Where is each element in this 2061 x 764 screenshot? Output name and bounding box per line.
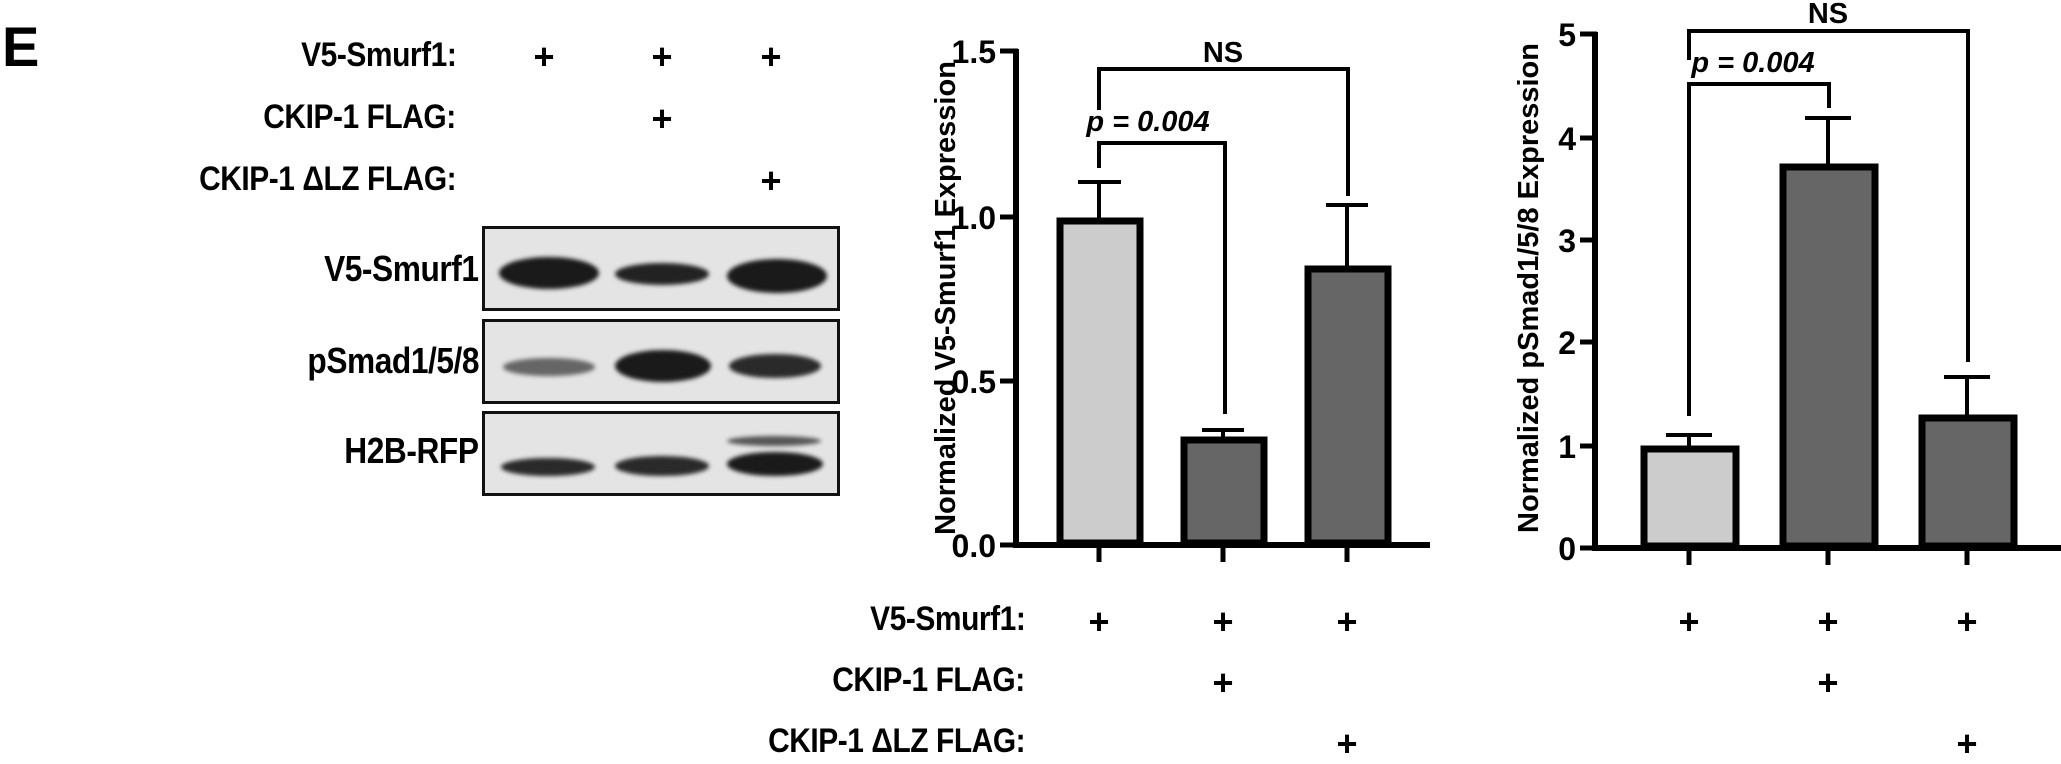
blot-plus-r0-l0: + [533, 36, 555, 77]
ytick-3: 3 [1558, 223, 1576, 259]
blot-plus-r0-l1: + [651, 36, 673, 77]
y-axis-label: Normalized V5-Smurf1 Expression [930, 61, 962, 535]
bar-ckip1 [1779, 116, 1879, 550]
ns-annotation: NS [1808, 0, 1848, 30]
c1-plus-r2-l2: + [1336, 723, 1358, 764]
significance-bracket-p [1687, 82, 1831, 416]
bottom-condition-label-v5smurf1: V5-Smurf1: [869, 600, 1026, 638]
ytick-1-5: 1.5 [952, 34, 996, 70]
c1-plus-r0-l2: + [1336, 601, 1358, 642]
c1-plus-r1-l1: + [1212, 662, 1234, 703]
bar-control [1640, 433, 1740, 550]
c2-plus-r0-l1: + [1817, 601, 1839, 642]
bar-ckip1-dlz [1918, 375, 2018, 550]
ytick-1: 1 [1558, 429, 1576, 465]
ytick-0-5: 0.5 [952, 364, 996, 400]
panel-label: E [2, 15, 40, 78]
blot-plus-r2-l2: + [760, 160, 782, 201]
y-axis [1000, 48, 1019, 548]
ytick-1-0: 1.0 [952, 200, 996, 236]
ytick-5: 5 [1558, 17, 1576, 53]
blot-row-label-h2b-rfp: H2B-RFP [344, 430, 480, 471]
blot-condition-label-v5smurf1: V5-Smurf1: [300, 36, 457, 74]
blot-strip-psmad [482, 319, 840, 404]
y-axis [1580, 31, 1598, 551]
ytick-0-0: 0.0 [952, 528, 996, 564]
blot-condition-label-ckip1: CKIP-1 FLAG: [263, 98, 456, 136]
ytick-0: 0 [1558, 531, 1576, 567]
blot-strip-v5smurf1 [482, 226, 840, 311]
c1-plus-r0-l1: + [1212, 601, 1234, 642]
c2-plus-r2-l2: + [1956, 723, 1978, 764]
c2-plus-r0-l0: + [1678, 601, 1700, 642]
significance-bracket-ns [1097, 67, 1350, 196]
significance-bracket-p [1097, 141, 1227, 414]
ytick-4: 4 [1558, 121, 1576, 157]
significance-bracket-ns [1687, 29, 1970, 362]
blot-plus-r0-l2: + [760, 36, 782, 77]
bar-control [1056, 180, 1144, 547]
p-value-annotation: p = 0.004 [1690, 47, 1814, 79]
ns-annotation: NS [1203, 37, 1243, 69]
bottom-condition-label-ckip1: CKIP-1 FLAG: [832, 661, 1025, 699]
blot-row-label-psmad: pSmad1/5/8 [307, 340, 479, 381]
blot-row-label-v5smurf1: V5-Smurf1 [324, 248, 480, 289]
blot-condition-label-ckip1-dlz: CKIP-1 ΔLZ FLAG: [198, 160, 457, 198]
chart-psmad-expression: 5 4 3 2 1 0 Normalized pSmad1/5/8 Expres… [1513, 0, 2061, 567]
y-axis-label: Normalized pSmad1/5/8 Expression [1513, 43, 1545, 533]
chart-v5smurf1-expression: 1.5 1.0 0.5 0.0 Normalized V5-Smurf1 Exp… [930, 34, 1430, 564]
ytick-2: 2 [1558, 325, 1576, 361]
bottom-condition-label-ckip1-dlz: CKIP-1 ΔLZ FLAG: [767, 722, 1026, 760]
c2-plus-r1-l1: + [1817, 662, 1839, 703]
blot-plus-r1-l1: + [651, 98, 673, 139]
bar-ckip1-dlz [1304, 203, 1392, 547]
blot-strip-h2b-rfp [482, 411, 840, 496]
c2-plus-r0-l2: + [1956, 601, 1978, 642]
bar-ckip1 [1180, 428, 1268, 547]
p-value-annotation: p = 0.004 [1085, 106, 1209, 138]
c1-plus-r0-l0: + [1088, 601, 1110, 642]
